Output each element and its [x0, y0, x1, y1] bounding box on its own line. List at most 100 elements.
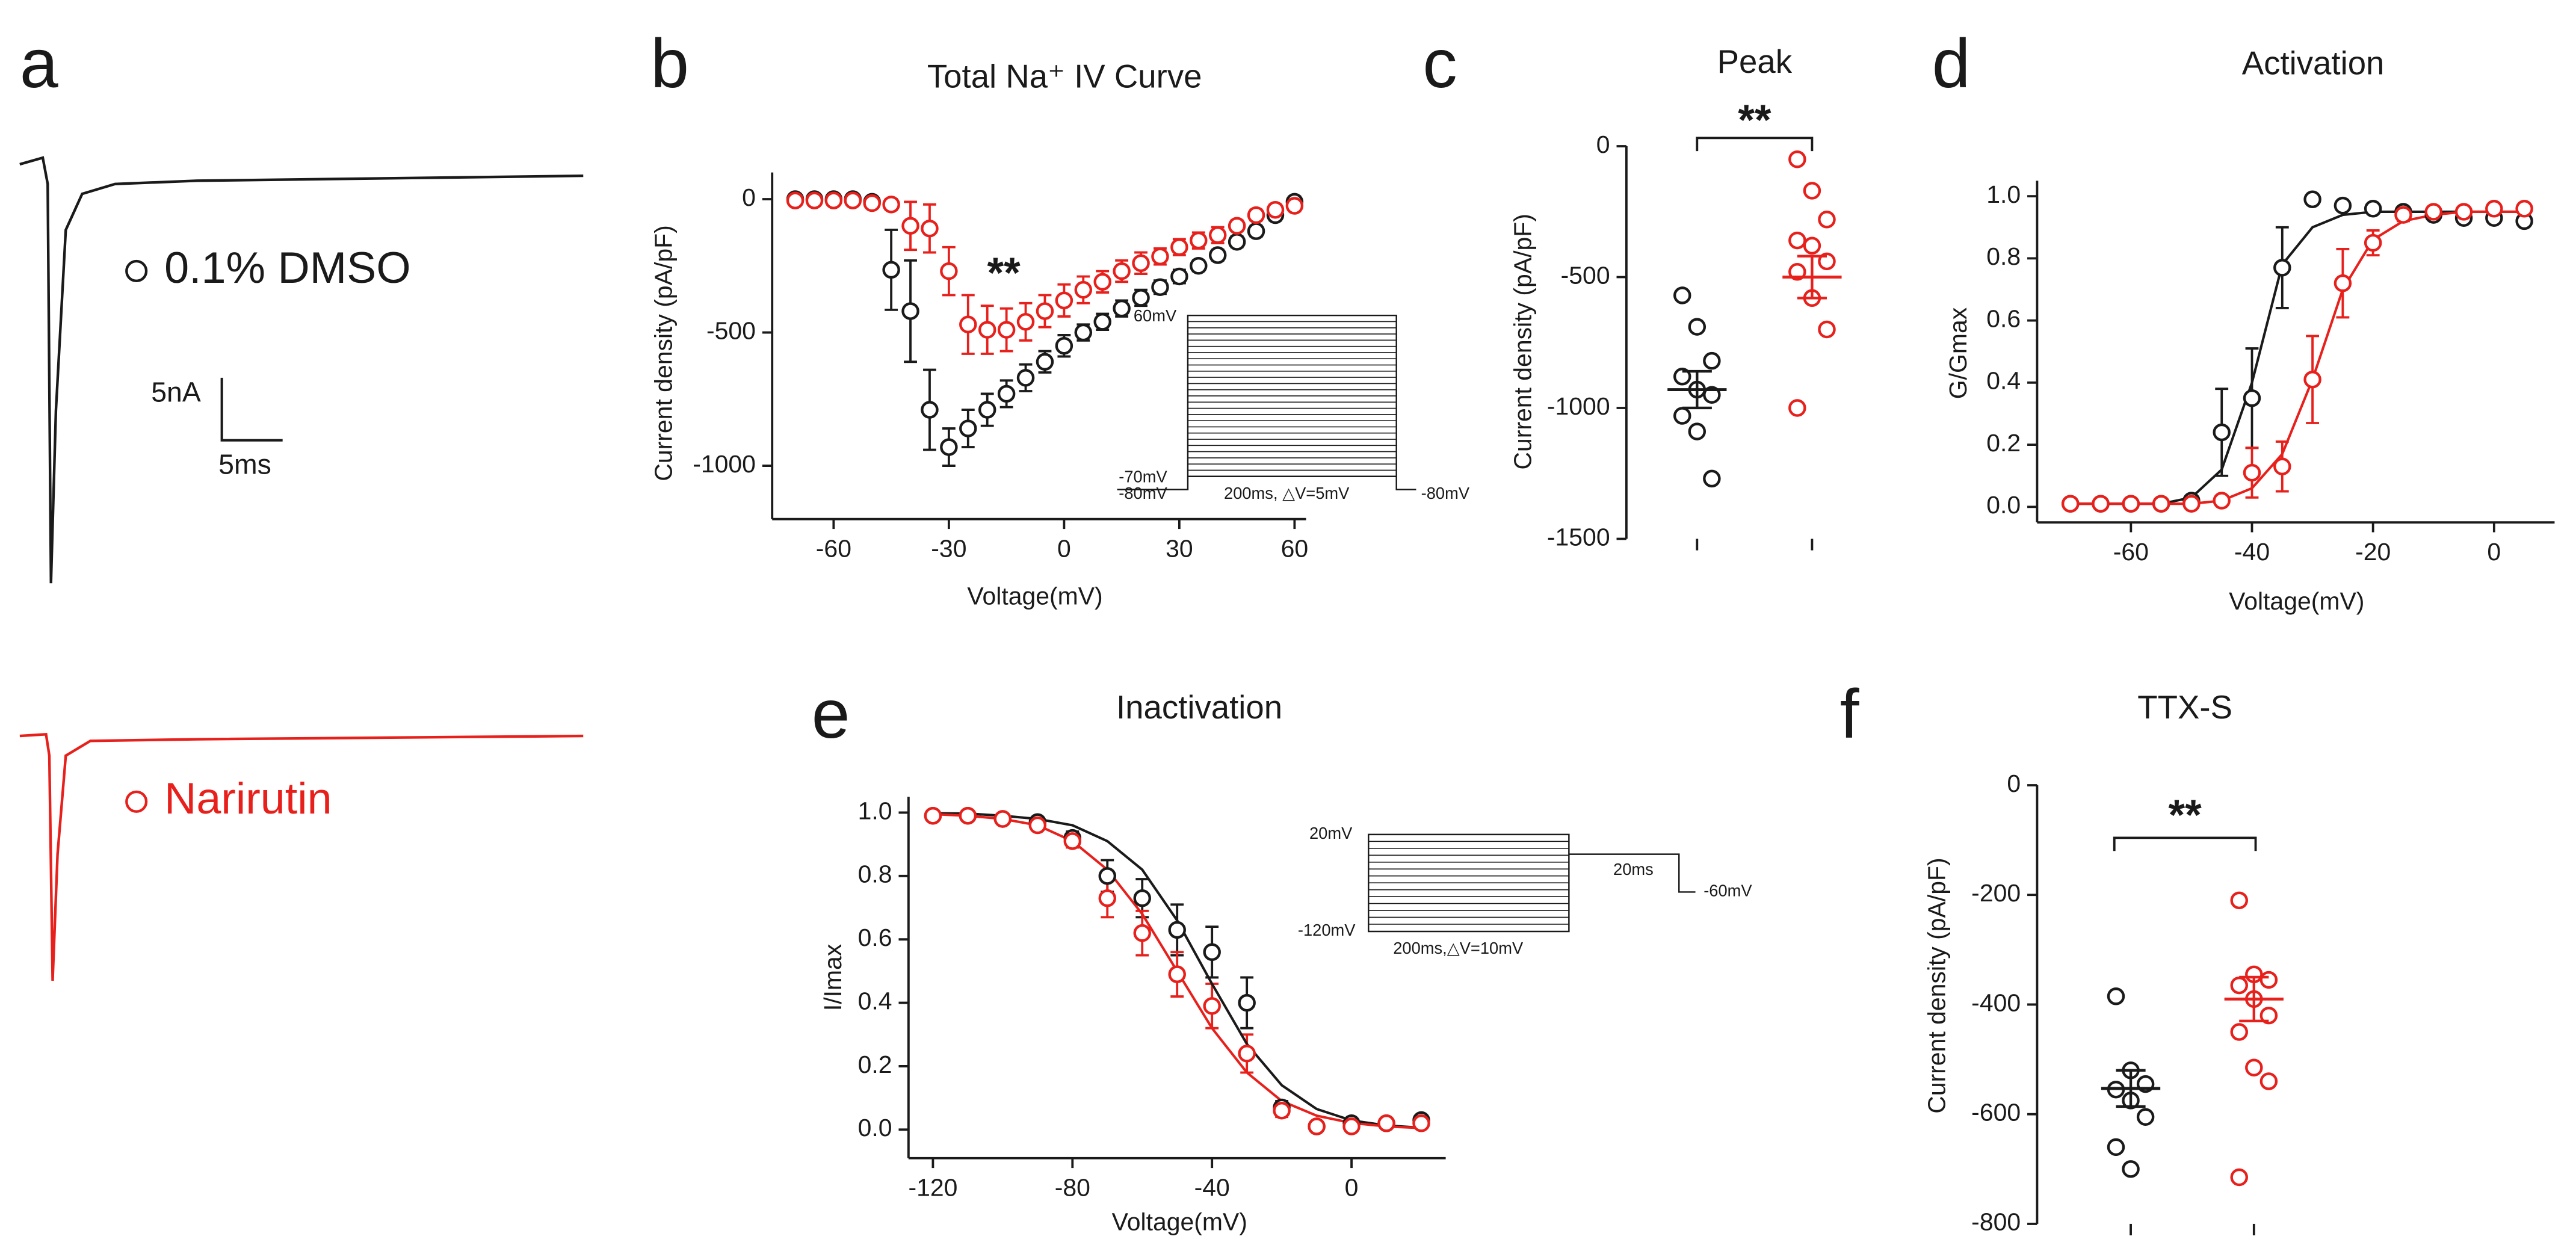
data-point	[1113, 299, 1131, 318]
data-point	[1203, 997, 1221, 1015]
y-tick-label: 0	[2007, 770, 2021, 797]
sig-bracket	[2113, 836, 2257, 851]
data-point	[1788, 231, 1806, 250]
current-trace	[19, 156, 584, 584]
y-axis-label: I/Imax	[819, 943, 847, 1011]
data-point	[940, 262, 958, 280]
x-tick-label: 60	[1281, 534, 1309, 562]
scale-label: 5ms	[218, 449, 271, 480]
data-point	[1190, 231, 1208, 250]
y-tick-label: -1500	[1547, 523, 1610, 551]
data-point	[1673, 407, 1691, 425]
data-point	[2454, 203, 2473, 221]
sem-bar	[2116, 1069, 2146, 1108]
data-point	[1055, 291, 1073, 310]
y-tick-label: 0.4	[1986, 367, 2021, 395]
sem-bar	[1797, 255, 1827, 300]
data-point	[2213, 492, 2231, 510]
data-point	[901, 217, 919, 235]
y-tick-label: 0	[742, 184, 756, 211]
sem-bar	[2239, 975, 2269, 1022]
data-point	[2273, 259, 2291, 277]
data-point	[1788, 150, 1806, 168]
y-tick-label: -600	[1971, 1099, 2021, 1126]
data-point	[1208, 246, 1227, 264]
data-point	[1170, 238, 1188, 256]
protocol-label: 20mV	[1309, 824, 1353, 842]
data-point	[997, 384, 1016, 403]
data-point	[2259, 1006, 2278, 1025]
data-point	[882, 261, 900, 279]
data-point	[786, 191, 805, 209]
protocol-label: 60mV	[1134, 306, 1177, 325]
panel-letter: a	[20, 25, 58, 102]
data-point	[2243, 389, 2261, 407]
x-axis-label: Voltage(mV)	[967, 582, 1102, 610]
legend-marker	[125, 259, 148, 283]
y-tick-label: 0.2	[1986, 429, 2021, 457]
data-point	[1036, 302, 1054, 320]
fit-curve	[933, 812, 1422, 1129]
data-point	[1151, 278, 1169, 296]
x-tick-label: -120	[908, 1173, 957, 1201]
data-point	[901, 302, 919, 320]
data-point	[1203, 943, 1221, 962]
data-point	[959, 315, 977, 333]
data-point	[2122, 1160, 2140, 1178]
data-point	[1132, 289, 1150, 307]
protocol-label: 200ms,△V=10mV	[1393, 939, 1524, 957]
panel-letter: e	[812, 676, 850, 753]
chart-title: TTX-S	[2137, 689, 2232, 726]
data-point	[2485, 200, 2503, 218]
data-point	[1342, 1117, 1361, 1135]
x-tick-label: -30	[931, 534, 966, 562]
data-point	[1132, 254, 1150, 273]
data-point	[1688, 422, 1707, 440]
data-point	[2515, 200, 2533, 218]
data-point	[1074, 280, 1093, 299]
data-point	[2364, 200, 2382, 218]
data-point	[2230, 891, 2248, 910]
protocol-label: -120mV	[1298, 921, 1356, 939]
data-point	[1093, 273, 1111, 291]
data-point	[2273, 457, 2291, 475]
y-tick-label: 0.0	[858, 1114, 892, 1141]
data-point	[1238, 993, 1256, 1012]
data-point	[1168, 921, 1186, 939]
data-point	[882, 196, 900, 214]
y-axis-label: Current density (pA/pF)	[1923, 857, 1950, 1113]
protocol-label: -70mV	[1119, 468, 1167, 486]
x-tick-label: -60	[2113, 538, 2149, 566]
current-trace	[19, 733, 584, 981]
sem-bar	[1682, 369, 1712, 410]
data-point	[2243, 463, 2261, 482]
y-tick-label: -800	[1971, 1208, 2021, 1236]
data-point	[2107, 1138, 2125, 1157]
x-axis-label: Voltage(mV)	[1112, 1208, 1247, 1236]
scale-label: 5nA	[151, 376, 201, 407]
y-axis-label: G/Gmax	[1944, 307, 1972, 399]
data-point	[1377, 1114, 1395, 1132]
data-point	[1228, 217, 1246, 235]
data-point	[924, 806, 942, 825]
y-tick-label: -500	[706, 317, 756, 344]
protocol-label: 200ms, △V=5mV	[1224, 484, 1350, 502]
protocol-outline	[1368, 833, 1696, 933]
panel-letter: b	[650, 25, 689, 102]
data-point	[2230, 976, 2248, 995]
y-tick-label: 1.0	[858, 797, 892, 824]
data-point	[993, 810, 1012, 828]
data-point	[1133, 924, 1151, 942]
protocol-label: -80mV	[1421, 484, 1470, 502]
x-tick-label: -40	[1194, 1173, 1230, 1201]
data-point	[1703, 469, 1721, 488]
significance: **	[987, 249, 1021, 297]
data-point	[1285, 197, 1304, 215]
chart-title: Peak	[1717, 43, 1793, 80]
data-point	[1208, 226, 1227, 244]
sig-bracket	[1696, 137, 1814, 152]
data-point	[2122, 495, 2140, 513]
data-point	[1098, 867, 1117, 885]
panel-letter: d	[1932, 25, 1971, 102]
